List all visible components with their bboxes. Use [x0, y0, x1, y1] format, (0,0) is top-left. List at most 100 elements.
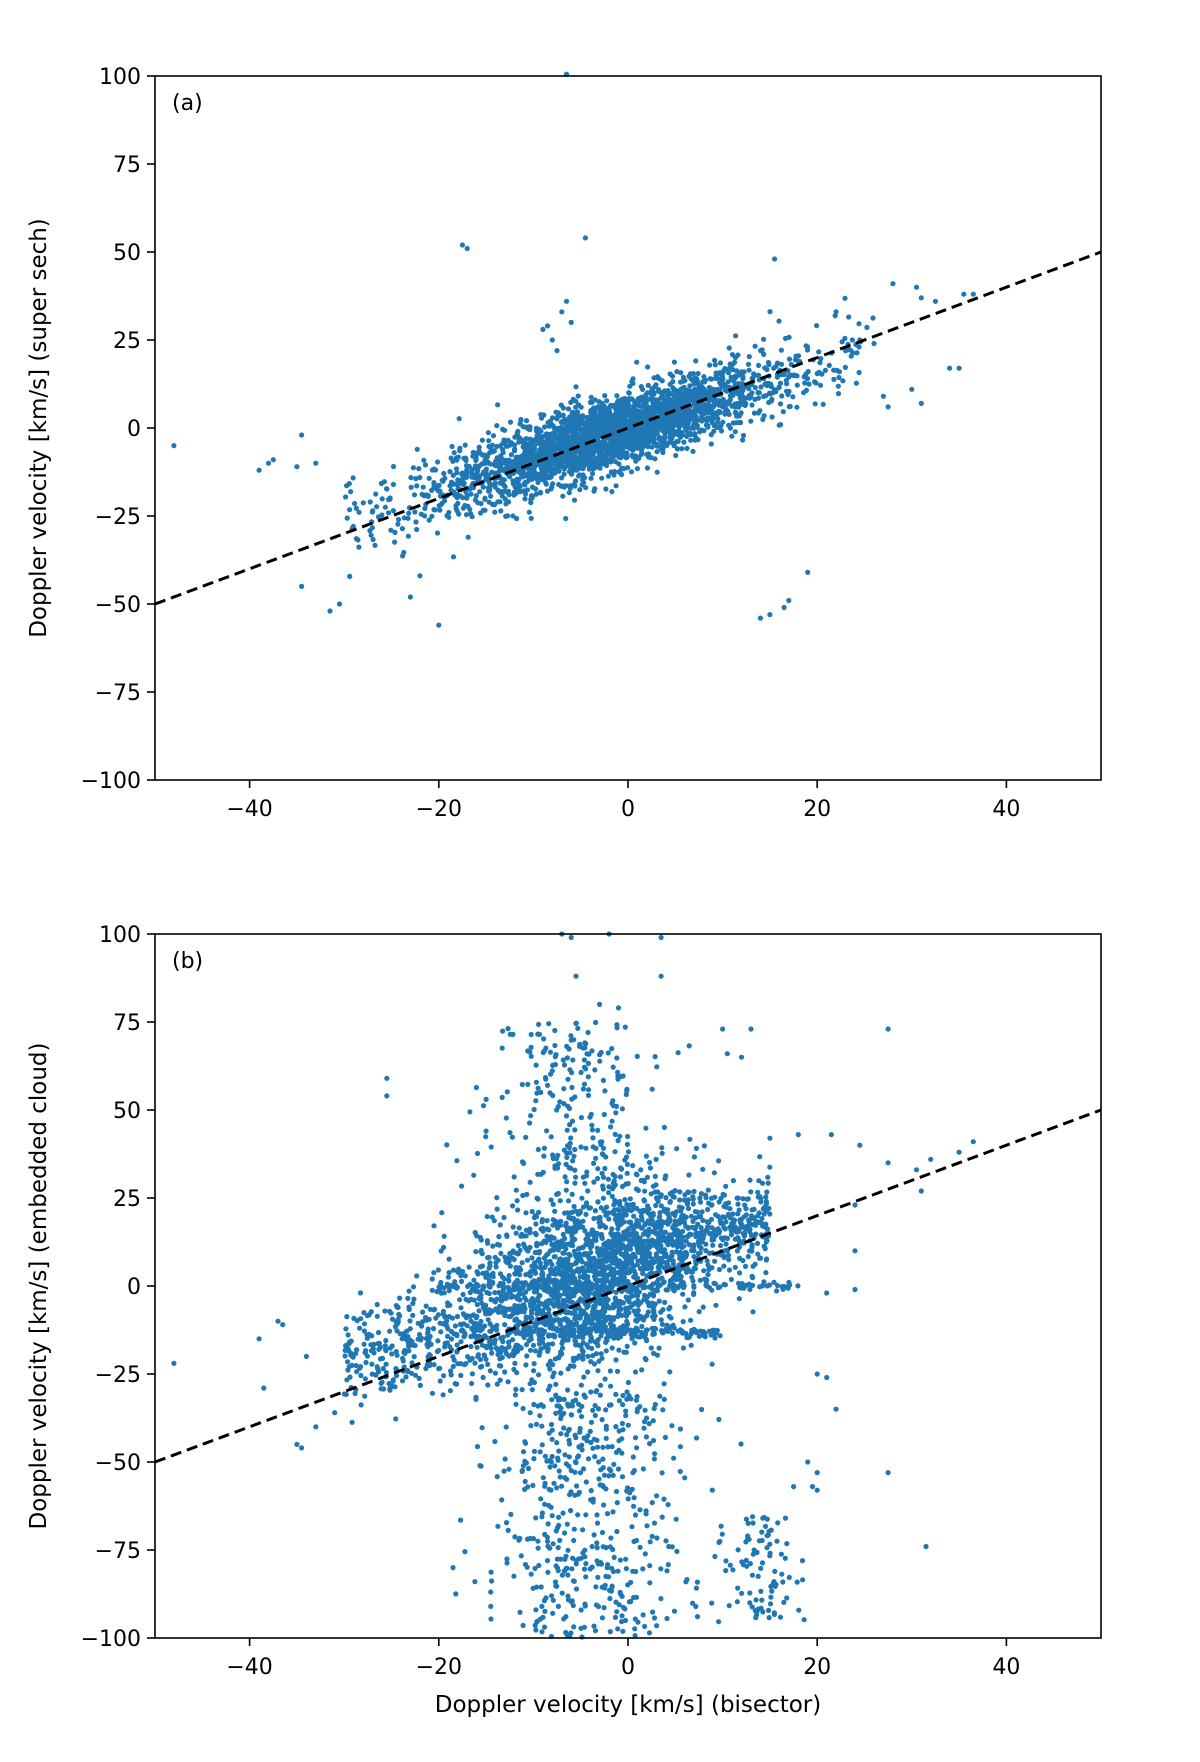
data-point — [680, 1345, 687, 1351]
data-point — [695, 1251, 702, 1257]
data-point — [439, 1210, 445, 1216]
data-point — [477, 489, 483, 495]
data-point — [605, 416, 611, 422]
data-point — [482, 496, 488, 502]
data-point — [766, 399, 772, 406]
data-point — [749, 1243, 755, 1249]
data-point — [687, 383, 693, 389]
data-point — [585, 1240, 591, 1246]
data-point — [569, 1225, 576, 1231]
data-point — [586, 1205, 592, 1211]
data-point — [613, 483, 619, 489]
data-point — [571, 497, 578, 503]
data-point — [523, 1342, 530, 1348]
data-point — [794, 404, 800, 410]
data-point — [390, 508, 396, 514]
data-point — [629, 434, 635, 440]
data-point — [695, 370, 701, 377]
data-point — [668, 432, 674, 438]
data-point — [663, 420, 669, 426]
data-point — [643, 1297, 649, 1303]
data-point — [350, 523, 356, 529]
data-point — [529, 1315, 535, 1321]
data-point — [654, 443, 660, 449]
data-point — [500, 440, 506, 446]
data-point — [681, 439, 687, 445]
data-point — [659, 446, 665, 452]
data-point — [514, 1198, 520, 1204]
data-point — [586, 466, 592, 472]
data-point — [633, 1317, 639, 1323]
data-point — [651, 440, 657, 446]
data-point — [758, 348, 764, 354]
data-point — [534, 1249, 540, 1255]
data-point — [455, 454, 461, 460]
data-point — [817, 360, 823, 366]
data-point — [698, 1191, 705, 1197]
data-point — [523, 1297, 529, 1303]
data-point — [480, 452, 486, 458]
data-point — [474, 1301, 480, 1308]
data-point — [557, 442, 564, 449]
data-point — [558, 454, 564, 460]
data-point — [514, 515, 520, 522]
data-point — [698, 394, 704, 400]
data-point — [603, 1224, 609, 1230]
data-point — [658, 1255, 664, 1261]
data-point — [540, 326, 546, 332]
data-point — [347, 507, 353, 513]
data-point — [448, 455, 454, 461]
data-point — [723, 1241, 729, 1247]
data-point — [563, 1256, 569, 1262]
data-point — [547, 1366, 553, 1372]
data-point — [530, 472, 536, 478]
data-point — [583, 1200, 590, 1206]
data-point — [525, 452, 531, 459]
data-point — [651, 1259, 658, 1265]
data-point — [748, 418, 754, 424]
data-point — [814, 323, 820, 329]
data-point — [588, 1335, 595, 1341]
data-point — [492, 1370, 498, 1376]
data-point — [768, 381, 774, 387]
data-point — [854, 350, 860, 356]
data-point — [616, 1270, 622, 1276]
data-point — [527, 1273, 534, 1279]
data-point — [715, 371, 721, 377]
data-point — [676, 395, 682, 401]
data-point — [736, 1296, 742, 1302]
data-point — [671, 359, 678, 365]
data-point — [509, 1203, 516, 1209]
y-tick-label: 25 — [113, 329, 141, 354]
data-point — [573, 478, 579, 484]
data-point — [491, 448, 497, 454]
data-point — [733, 420, 739, 426]
data-point — [652, 1173, 658, 1179]
data-point — [613, 426, 620, 432]
data-point — [587, 457, 593, 463]
data-point — [589, 1262, 595, 1268]
data-point — [553, 1381, 559, 1387]
data-point — [411, 1296, 417, 1302]
data-point — [473, 466, 479, 472]
data-point — [740, 376, 746, 382]
data-point — [411, 492, 418, 498]
data-point — [726, 345, 732, 351]
data-point — [816, 349, 822, 355]
data-point — [570, 430, 576, 437]
data-point — [786, 597, 792, 604]
data-point — [817, 382, 824, 388]
data-point — [561, 471, 567, 477]
data-point — [659, 1275, 665, 1281]
data-point — [579, 1195, 585, 1201]
data-point — [508, 440, 514, 446]
data-point — [579, 1347, 585, 1353]
data-point — [546, 464, 552, 470]
data-point — [612, 1207, 618, 1213]
data-point — [352, 500, 358, 507]
data-point — [375, 514, 382, 520]
y-tick-label: 50 — [113, 241, 141, 266]
data-point — [693, 358, 699, 364]
data-point — [536, 1276, 542, 1282]
